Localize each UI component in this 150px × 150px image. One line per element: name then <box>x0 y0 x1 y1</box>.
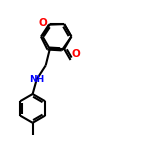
Text: O: O <box>71 49 80 59</box>
Text: NH: NH <box>29 75 44 84</box>
Text: O: O <box>39 18 47 28</box>
